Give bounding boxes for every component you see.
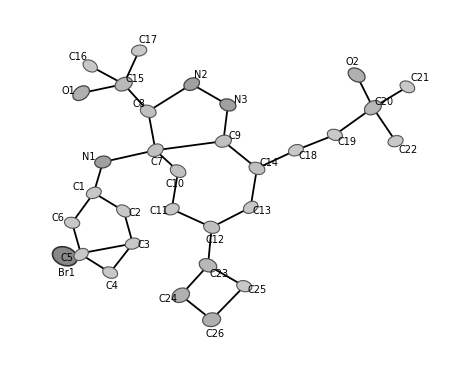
Text: C22: C22	[399, 145, 418, 155]
Text: C12: C12	[206, 235, 225, 245]
Text: C5: C5	[60, 253, 73, 263]
Text: C14: C14	[259, 158, 278, 168]
Ellipse shape	[164, 203, 179, 215]
Text: C11: C11	[150, 206, 169, 216]
Text: C1: C1	[73, 182, 86, 192]
Text: O1: O1	[62, 86, 75, 96]
Ellipse shape	[202, 313, 220, 327]
Text: N3: N3	[234, 94, 247, 104]
Ellipse shape	[125, 238, 140, 249]
Text: C4: C4	[106, 281, 118, 291]
Text: C10: C10	[166, 179, 185, 189]
Ellipse shape	[172, 288, 190, 303]
Ellipse shape	[243, 201, 258, 213]
Ellipse shape	[86, 187, 101, 198]
Ellipse shape	[328, 129, 342, 141]
Ellipse shape	[147, 144, 163, 157]
Text: C23: C23	[210, 269, 228, 279]
Text: C21: C21	[410, 73, 429, 83]
Text: N2: N2	[194, 70, 208, 80]
Text: C8: C8	[133, 99, 146, 109]
Text: C7: C7	[151, 157, 164, 167]
Text: C26: C26	[206, 329, 225, 339]
Ellipse shape	[95, 156, 111, 168]
Ellipse shape	[170, 165, 186, 178]
Text: C6: C6	[51, 213, 64, 223]
Ellipse shape	[140, 105, 156, 117]
Text: C19: C19	[337, 137, 356, 147]
Text: C2: C2	[128, 208, 141, 218]
Ellipse shape	[365, 101, 382, 115]
Ellipse shape	[199, 258, 217, 272]
Ellipse shape	[204, 221, 219, 233]
Ellipse shape	[64, 217, 80, 228]
Text: C20: C20	[374, 97, 393, 107]
Text: Br1: Br1	[58, 267, 75, 278]
Text: C25: C25	[247, 285, 266, 295]
Ellipse shape	[220, 99, 236, 111]
Ellipse shape	[249, 162, 265, 175]
Ellipse shape	[74, 248, 88, 261]
Text: C24: C24	[159, 294, 178, 304]
Ellipse shape	[400, 81, 415, 93]
Ellipse shape	[237, 280, 252, 292]
Ellipse shape	[115, 77, 132, 91]
Ellipse shape	[388, 135, 403, 147]
Text: C15: C15	[125, 73, 144, 84]
Text: C9: C9	[229, 131, 242, 141]
Ellipse shape	[131, 45, 147, 56]
Ellipse shape	[289, 144, 303, 156]
Text: C17: C17	[138, 35, 158, 45]
Ellipse shape	[83, 60, 97, 72]
Text: O2: O2	[345, 57, 359, 68]
Ellipse shape	[53, 247, 77, 266]
Text: C13: C13	[253, 206, 272, 216]
Text: N1: N1	[82, 151, 95, 162]
Ellipse shape	[215, 135, 231, 147]
Text: C18: C18	[298, 151, 317, 161]
Text: C3: C3	[137, 241, 150, 250]
Text: C16: C16	[68, 52, 87, 62]
Ellipse shape	[103, 267, 118, 278]
Ellipse shape	[73, 86, 90, 100]
Ellipse shape	[184, 78, 200, 91]
Ellipse shape	[348, 68, 365, 82]
Ellipse shape	[117, 205, 131, 217]
